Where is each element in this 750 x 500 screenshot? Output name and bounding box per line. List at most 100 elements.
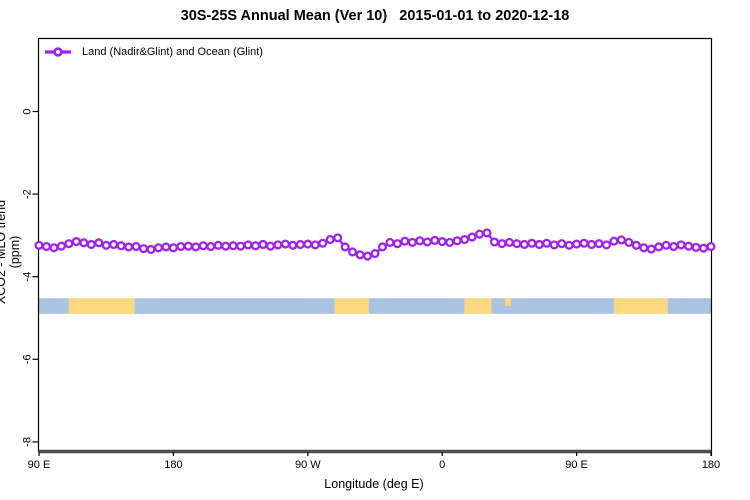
data-point (79, 238, 89, 248)
y-tick-label: -2 (22, 189, 34, 199)
data-point (504, 237, 514, 247)
x-tick-label: 180 (702, 459, 720, 471)
data-point (549, 240, 559, 250)
data-point (213, 240, 223, 250)
chart-title: 30S-25S Annual Mean (Ver 10) 2015-01-01 … (180, 8, 570, 24)
x-tick-label: 0 (439, 459, 445, 471)
data-point (325, 234, 335, 245)
data-point (153, 243, 164, 253)
data-point (661, 240, 671, 250)
data-point (243, 240, 253, 250)
data-point (280, 239, 290, 249)
data-point (355, 250, 365, 260)
data-point (206, 242, 216, 252)
data-point (41, 242, 52, 252)
data-point (572, 239, 582, 249)
land-band-segment (504, 298, 511, 307)
data-point (586, 239, 597, 250)
data-point (684, 241, 694, 251)
data-point (519, 239, 529, 250)
legend-open-circle-icon (53, 47, 63, 57)
data-point (236, 241, 246, 251)
land-band-segment (613, 298, 668, 314)
data-point (34, 240, 44, 250)
x-tick-label: 90 E (565, 459, 588, 471)
data-point (676, 240, 686, 250)
data-point (116, 241, 126, 251)
y-tick-label: -4 (22, 272, 34, 282)
data-point (101, 240, 111, 250)
data-point (198, 241, 208, 251)
data-point (176, 242, 186, 252)
data-point (49, 243, 59, 253)
data-point (303, 239, 313, 249)
data-point (430, 235, 440, 245)
data-point (542, 238, 552, 248)
ocean-band-segment (667, 298, 711, 314)
data-point (415, 236, 425, 246)
data-point (639, 243, 649, 253)
data-point (64, 239, 74, 249)
data-point (437, 237, 447, 247)
data-point (258, 239, 268, 250)
data-point (601, 240, 612, 250)
land-band-segment (464, 298, 492, 314)
data-point (527, 238, 537, 248)
x-tick-label: 90 E (28, 459, 51, 471)
data-point (183, 241, 193, 251)
data-point (94, 238, 104, 248)
data-point (124, 242, 134, 252)
data-point (445, 237, 455, 247)
data-point (646, 244, 656, 254)
data-point (168, 243, 178, 253)
ocean-band-segment (369, 298, 465, 314)
data-point (221, 241, 231, 251)
x-tick-label: 90 W (295, 459, 321, 471)
data-point (691, 242, 701, 252)
data-point (616, 235, 626, 245)
data-point (318, 238, 328, 248)
data-point (407, 237, 417, 247)
ocean-band-segment (491, 298, 614, 314)
y-axis-label: XCO2 - MLO trend (ppm) (0, 199, 22, 305)
data-point (631, 240, 641, 250)
data-point (452, 236, 462, 246)
data-point (191, 242, 201, 252)
x-axis-label: Longitude (deg E) (324, 477, 424, 491)
data-point (370, 249, 380, 259)
data-point (624, 237, 634, 247)
data-point (557, 239, 567, 249)
data-point (669, 242, 679, 252)
data-point (161, 242, 171, 252)
legend-marker-icon (45, 47, 71, 57)
data-point (362, 251, 373, 261)
ocean-band-segment (134, 298, 335, 314)
data-point (86, 239, 96, 250)
data-point (310, 240, 320, 250)
legend: Land (Nadir&Glint) and Ocean (Glint) (44, 45, 263, 59)
data-point (348, 247, 358, 257)
data-point (228, 241, 238, 251)
data-point (497, 239, 507, 249)
data-point (564, 240, 574, 250)
land-band-segment (68, 298, 135, 314)
data-point (265, 241, 276, 251)
data-point (489, 237, 500, 247)
data-point (594, 239, 604, 249)
data-point (654, 242, 664, 252)
data-point (138, 244, 149, 254)
data-point (340, 242, 350, 252)
y-tick-label: -8 (22, 437, 34, 447)
data-point (579, 238, 589, 248)
data-point (512, 239, 522, 249)
y-tick-label: 0 (22, 108, 34, 114)
data-point (609, 236, 619, 246)
x-tick-label: 180 (164, 459, 182, 471)
data-point (482, 228, 492, 238)
data-point (422, 237, 432, 247)
data-point (377, 242, 388, 252)
data-point (460, 234, 470, 245)
data-point (706, 242, 716, 252)
